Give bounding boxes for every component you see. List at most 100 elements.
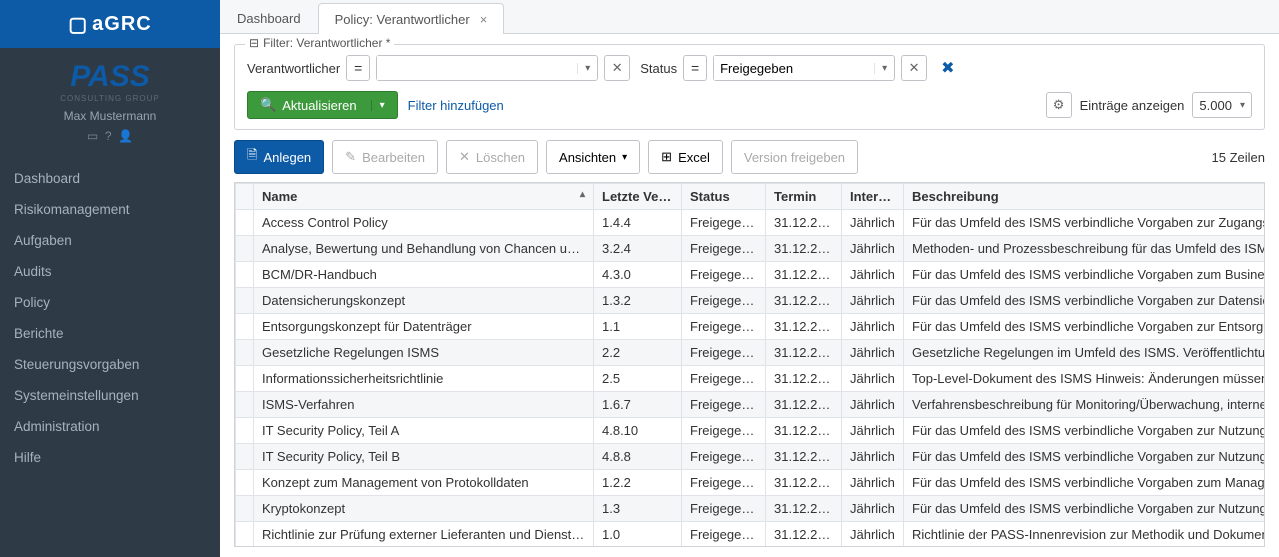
cell: Jährlich [842, 418, 904, 444]
cell: Analyse, Bewertung und Behandlung von Ch… [254, 236, 594, 262]
cell: Konzept zum Management von Protokolldate… [254, 470, 594, 496]
col-name[interactable]: Name▴ [254, 184, 594, 210]
close-icon[interactable]: × [480, 12, 488, 27]
entries-label: Einträge anzeigen [1080, 98, 1185, 113]
col-status[interactable]: Status [682, 184, 766, 210]
collapse-icon[interactable]: ⊟ [249, 36, 259, 50]
table-row[interactable]: IT Security Policy, Teil A4.8.10Freigege… [236, 418, 1266, 444]
nav-item-aufgaben[interactable]: Aufgaben [0, 225, 220, 256]
main: Dashboard Policy: Verantwortlicher× ⊟ Fil… [220, 0, 1279, 557]
table-row[interactable]: Gesetzliche Regelungen ISMS2.2Freigegebe… [236, 340, 1266, 366]
clear-filter-button[interactable]: ✕ [901, 55, 927, 81]
brand-logo: PASS [0, 62, 220, 92]
nav-item-administration[interactable]: Administration [0, 411, 220, 442]
cell: Freigegeben [682, 340, 766, 366]
col-beschreibung[interactable]: Beschreibung [904, 184, 1266, 210]
row-handle[interactable] [236, 236, 254, 262]
row-handle[interactable] [236, 262, 254, 288]
cell: 4.3.0 [594, 262, 682, 288]
table-row[interactable]: Analyse, Bewertung und Behandlung von Ch… [236, 236, 1266, 262]
filter-combo[interactable]: ▾ [713, 55, 895, 81]
row-handle[interactable] [236, 314, 254, 340]
cell: 31.12.2020 [766, 366, 842, 392]
nav-item-risikomanagement[interactable]: Risikomanagement [0, 194, 220, 225]
filter-operator[interactable]: = [346, 55, 370, 81]
chevron-down-icon[interactable]: ▾ [874, 63, 894, 74]
row-handle[interactable] [236, 288, 254, 314]
nav-item-dashboard[interactable]: Dashboard [0, 163, 220, 194]
entries-combo[interactable]: 5.000 ▾ [1192, 92, 1252, 118]
filter-input[interactable] [377, 56, 577, 80]
cell: 4.8.10 [594, 418, 682, 444]
table-row[interactable]: Kryptokonzept1.3Freigegeben31.12.2020Jäh… [236, 496, 1266, 522]
delete-button[interactable]: ✕ Löschen [446, 140, 538, 174]
filter-combo[interactable]: ▾ [376, 55, 598, 81]
brand-sub: CONSULTING GROUP [0, 94, 220, 103]
nav-item-systemeinstellungen[interactable]: Systemeinstellungen [0, 380, 220, 411]
chevron-down-icon: ▾ [1240, 100, 1245, 111]
settings-icon[interactable]: ⚙ [1046, 92, 1072, 118]
table-row[interactable]: ISMS-Verfahren1.6.7Freigegeben31.12.2020… [236, 392, 1266, 418]
filter-legend-text: Filter: Verantwortlicher * [263, 36, 390, 50]
table-row[interactable]: BCM/DR-Handbuch4.3.0Freigegeben31.12.202… [236, 262, 1266, 288]
add-filter-link[interactable]: Filter hinzufügen [408, 98, 504, 113]
clear-all-filters[interactable]: ✖ [937, 58, 958, 78]
table-row[interactable]: Konzept zum Management von Protokolldate… [236, 470, 1266, 496]
cell: Freigegeben [682, 262, 766, 288]
filter-input[interactable] [714, 56, 874, 80]
nav-item-policy[interactable]: Policy [0, 287, 220, 318]
nav-item-audits[interactable]: Audits [0, 256, 220, 287]
help-icon[interactable]: ? [105, 129, 112, 143]
col-version[interactable]: Letzte Version [594, 184, 682, 210]
table-row[interactable]: Datensicherungskonzept1.3.2Freigegeben31… [236, 288, 1266, 314]
table-row[interactable]: IT Security Policy, Teil B4.8.8Freigegeb… [236, 444, 1266, 470]
cell: Für das Umfeld des ISMS verbindliche Vor… [904, 444, 1266, 470]
cell: IT Security Policy, Teil A [254, 418, 594, 444]
row-handle[interactable] [236, 340, 254, 366]
tab-1[interactable]: Policy: Verantwortlicher× [318, 3, 505, 34]
create-button[interactable]: 🗎 Anlegen [234, 140, 324, 174]
cell: Jährlich [842, 340, 904, 366]
tab-label: Dashboard [237, 11, 301, 26]
nav-item-berichte[interactable]: Berichte [0, 318, 220, 349]
filter-label: Status [640, 61, 677, 76]
row-handle[interactable] [236, 210, 254, 236]
cell: Für das Umfeld des ISMS verbindliche Vor… [904, 496, 1266, 522]
table-row[interactable]: Entsorgungskonzept für Datenträger1.1Fre… [236, 314, 1266, 340]
col-termin[interactable]: Termin [766, 184, 842, 210]
chevron-down-icon[interactable]: ▾ [577, 63, 597, 74]
refresh-button[interactable]: 🔍 Aktualisieren ▾ [247, 91, 398, 119]
cell: Freigegeben [682, 470, 766, 496]
row-handle[interactable] [236, 366, 254, 392]
sort-asc-icon: ▴ [580, 189, 585, 200]
user-icon[interactable]: 👤 [118, 129, 133, 143]
filter-operator[interactable]: = [683, 55, 707, 81]
table-row[interactable]: Access Control Policy1.4.4Freigegeben31.… [236, 210, 1266, 236]
toolbar: 🗎 Anlegen ✎ Bearbeiten ✕ Löschen Ansicht… [234, 140, 1265, 174]
row-handle[interactable] [236, 444, 254, 470]
excel-button[interactable]: ⊞ Excel [648, 140, 723, 174]
cell: 1.6.7 [594, 392, 682, 418]
views-button[interactable]: Ansichten ▾ [546, 140, 640, 174]
app-logo: ▢aGRC [0, 0, 220, 48]
edit-button[interactable]: ✎ Bearbeiten [332, 140, 438, 174]
filter-legend[interactable]: ⊟ Filter: Verantwortlicher * [245, 36, 394, 50]
card-icon[interactable]: ▭ [87, 129, 98, 143]
row-handle[interactable] [236, 470, 254, 496]
row-handle[interactable] [236, 392, 254, 418]
row-handle[interactable] [236, 522, 254, 548]
clear-filter-button[interactable]: ✕ [604, 55, 630, 81]
tab-0[interactable]: Dashboard [220, 2, 318, 33]
delete-label: Löschen [476, 150, 525, 165]
row-handle[interactable] [236, 418, 254, 444]
release-version-button[interactable]: Version freigeben [731, 140, 858, 174]
cell: Methoden- und Prozessbeschreibung für da… [904, 236, 1266, 262]
refresh-dropdown-icon[interactable]: ▾ [371, 100, 385, 111]
nav-item-hilfe[interactable]: Hilfe [0, 442, 220, 473]
cell: Jährlich [842, 210, 904, 236]
table-row[interactable]: Informationssicherheitsrichtlinie2.5Frei… [236, 366, 1266, 392]
nav-item-steuerungsvorgaben[interactable]: Steuerungsvorgaben [0, 349, 220, 380]
col-intervall[interactable]: Intervall [842, 184, 904, 210]
row-handle[interactable] [236, 496, 254, 522]
table-row[interactable]: Richtlinie zur Prüfung externer Lieferan… [236, 522, 1266, 548]
